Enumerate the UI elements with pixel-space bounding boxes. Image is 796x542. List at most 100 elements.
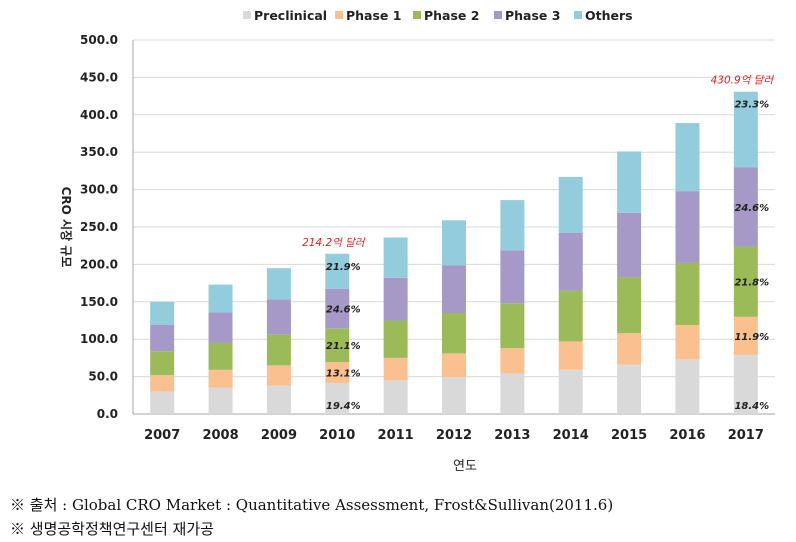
bar-segment xyxy=(266,334,291,366)
bar-segment xyxy=(733,316,758,355)
legend-swatch xyxy=(413,11,421,19)
bar-segment xyxy=(208,387,233,414)
x-tick-label: 2010 xyxy=(319,428,355,443)
segment-pct-label: 24.6% xyxy=(326,305,361,316)
bar-segment xyxy=(558,232,583,291)
bar-segment xyxy=(150,375,175,392)
bar-segment xyxy=(208,342,233,370)
bar-segment xyxy=(266,385,291,414)
bar-segment xyxy=(675,123,700,192)
bar-segment xyxy=(733,354,758,414)
legend-swatch xyxy=(243,11,251,19)
y-tick-label: 0.0 xyxy=(97,407,118,421)
bar-segment xyxy=(325,288,350,329)
bar-segment xyxy=(500,348,525,374)
y-tick-label: 300.0 xyxy=(80,183,118,197)
bar-segment xyxy=(442,220,466,266)
bar-segment xyxy=(383,277,408,321)
x-tick-label: 2008 xyxy=(202,428,238,443)
segment-pct-label: 18.4% xyxy=(734,401,769,412)
x-tick-label: 2007 xyxy=(144,428,180,443)
bar-segment xyxy=(500,303,525,349)
source-note: ※ 출처 : Global CRO Market : Quantitative … xyxy=(10,496,614,514)
x-tick-label: 2011 xyxy=(378,428,414,443)
bar-segment xyxy=(675,324,700,360)
y-tick-label: 450.0 xyxy=(80,70,118,84)
segment-pct-label: 24.6% xyxy=(734,203,769,214)
remake-note: ※ 생명공학정책연구센터 재가공 xyxy=(10,520,214,538)
y-tick-label: 150.0 xyxy=(80,295,118,309)
bar-segment xyxy=(208,369,233,388)
bar-segment xyxy=(325,362,350,383)
total-label: 214.2억 달러 xyxy=(302,237,366,249)
bar-segment xyxy=(617,333,642,365)
segment-pct-label: 21.1% xyxy=(326,341,361,352)
bar-segment xyxy=(325,382,350,414)
segment-pct-label: 19.4% xyxy=(326,401,361,412)
bar-segment xyxy=(442,265,466,314)
bar-segment xyxy=(150,351,175,376)
x-tick-label: 2015 xyxy=(611,428,647,443)
stacked-bar-chart: 0.0 50.0 100.0 150.0 200.0 250.0 300.0 350.0 400… xyxy=(59,8,775,474)
legend-swatch xyxy=(335,11,343,19)
bar-segment xyxy=(558,341,583,370)
bar-segment xyxy=(150,301,175,325)
legend-swatch xyxy=(574,11,582,19)
segment-pct-label: 13.1% xyxy=(326,368,361,379)
bar-segment xyxy=(675,191,700,263)
bar-segment xyxy=(266,299,291,335)
bar-segment xyxy=(442,353,466,378)
bar-segment xyxy=(383,320,408,358)
y-axis-title: CRO 시장 규모 xyxy=(59,187,73,268)
legend-label: Preclinical xyxy=(254,8,327,23)
bar-segment xyxy=(558,176,583,233)
y-tick-label: 100.0 xyxy=(80,332,118,346)
x-tick-label: 2012 xyxy=(436,428,472,443)
x-tick-label: 2009 xyxy=(261,428,297,443)
bar-segment xyxy=(266,268,291,300)
bar-segment xyxy=(208,284,233,313)
bar-segment xyxy=(558,369,583,414)
bar-segment xyxy=(617,212,642,278)
bar-segment xyxy=(500,200,525,251)
bar-segment xyxy=(733,167,758,247)
bar-segment xyxy=(325,328,350,363)
legend-label: Others xyxy=(585,8,633,23)
bar-segment xyxy=(150,391,175,414)
bar-segment xyxy=(675,359,700,414)
x-tick-label: 2017 xyxy=(728,428,764,443)
x-tick-label: 2014 xyxy=(553,428,589,443)
bar-segment xyxy=(500,373,525,414)
bar-segment xyxy=(150,324,175,352)
y-tick-label: 400.0 xyxy=(80,108,118,122)
x-tick-label: 2013 xyxy=(494,428,530,443)
segment-pct-label: 21.9% xyxy=(326,262,361,273)
bar-segment xyxy=(266,365,291,386)
bar-segment xyxy=(383,380,408,414)
bar-segment xyxy=(617,151,642,213)
legend-label: Phase 2 xyxy=(424,8,479,23)
segment-pct-label: 21.8% xyxy=(734,278,769,289)
bar-segment xyxy=(500,250,525,304)
bar-segment xyxy=(617,364,642,414)
bar-segment xyxy=(617,277,642,334)
x-tick-label: 2016 xyxy=(669,428,705,443)
y-tick-label: 250.0 xyxy=(80,220,118,234)
total-label: 430.9억 달러 xyxy=(711,75,775,87)
bar-segment xyxy=(675,262,700,325)
bar-segment xyxy=(325,253,350,289)
bar-segment xyxy=(733,91,758,168)
bar-segment xyxy=(383,237,408,278)
bar-segment xyxy=(442,377,466,414)
bar-segment xyxy=(383,357,408,381)
legend-label: Phase 3 xyxy=(505,8,560,23)
bar-segment xyxy=(733,246,758,317)
y-tick-label: 50.0 xyxy=(88,370,118,384)
bar-segment xyxy=(558,290,583,342)
y-tick-label: 500.0 xyxy=(80,33,118,47)
bar-segment xyxy=(208,312,233,343)
x-axis-title: 연도 xyxy=(453,459,477,474)
legend-label: Phase 1 xyxy=(346,8,401,23)
segment-pct-label: 11.9% xyxy=(734,332,769,343)
y-tick-label: 200.0 xyxy=(80,257,118,271)
